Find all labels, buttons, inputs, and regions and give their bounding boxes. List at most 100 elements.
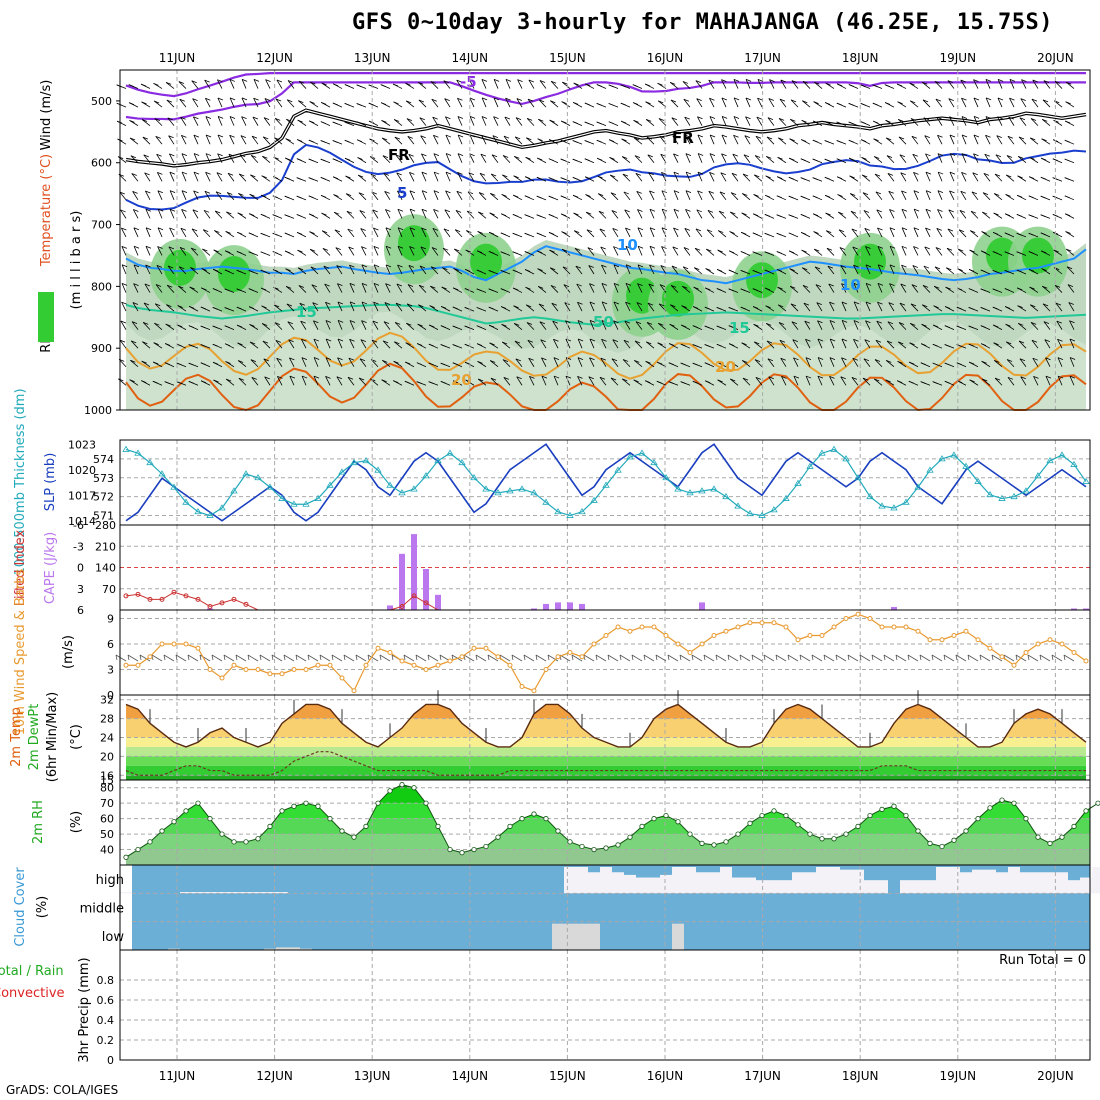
wind-barb-flag	[287, 321, 293, 325]
wind-barb-flag	[553, 357, 560, 360]
wind-barb	[144, 172, 151, 182]
thickness-point	[446, 449, 454, 456]
wind-barb-flag	[217, 134, 224, 138]
wind-barb	[729, 378, 739, 386]
wind-barb-flag	[656, 361, 663, 365]
wind-barb-flag	[212, 288, 219, 291]
wind-barb-flag	[157, 246, 163, 249]
wind-barb	[298, 80, 307, 89]
wind-barb	[853, 339, 859, 349]
wind-barb-flag	[994, 360, 1000, 363]
cloud-high	[1092, 867, 1100, 894]
wind-barb-flag	[167, 265, 174, 269]
wind-barb-flag	[841, 283, 847, 287]
wind-barb-flag	[205, 153, 212, 156]
wind-barb	[739, 654, 751, 662]
wind-barb	[685, 135, 691, 145]
thickness-point	[122, 445, 130, 452]
wind-barb-flag	[169, 171, 176, 175]
wind-barb-flag	[801, 249, 807, 253]
thickness-point	[194, 508, 202, 515]
wind-barb	[847, 654, 859, 662]
wind-barb-flag	[205, 116, 212, 119]
wind-barb-flag	[251, 135, 258, 139]
wind-barb	[1042, 285, 1051, 293]
wind-barb-flag	[596, 139, 602, 143]
wind-barb-flag	[913, 171, 919, 175]
wind-barb-flag	[1040, 214, 1046, 218]
wind-barb-flag	[753, 194, 759, 197]
wind-barb-flag	[179, 247, 186, 250]
wind-barb	[805, 375, 811, 386]
wind-barb	[934, 81, 943, 89]
wind-barb-flag	[418, 99, 425, 103]
cloud-low	[168, 948, 180, 950]
wind-barb-flag	[778, 304, 784, 308]
wind-barb-flag	[673, 190, 680, 193]
wind-barb-flag	[397, 264, 403, 268]
cloud-high	[864, 880, 876, 894]
wind-barb	[1008, 116, 1015, 126]
thickness-point	[914, 483, 922, 490]
wind-barb-flag	[619, 654, 622, 661]
wind-barb	[721, 134, 727, 145]
wind-barb-flag	[740, 288, 746, 292]
wind-barb	[457, 153, 463, 163]
wind-barb	[913, 227, 919, 238]
wind-point	[615, 624, 621, 630]
wind-barb-flag	[336, 265, 342, 268]
wind-barb-flag	[373, 227, 379, 231]
rh-point	[231, 839, 237, 845]
wind-barb-flag	[177, 305, 183, 308]
wind-barb	[193, 190, 199, 200]
wind-barb	[175, 654, 187, 662]
wind-barb-flag	[433, 209, 439, 212]
wind-barb	[205, 172, 211, 182]
thickness-point	[746, 509, 754, 517]
wind-barb	[445, 171, 451, 182]
ylabel-wind10m: 10m Wind Speed & Barbs	[13, 569, 28, 736]
wind-barb-flag	[981, 360, 987, 364]
wind-barb	[900, 172, 907, 182]
wind-barb-flag	[538, 118, 544, 122]
wind-barb	[803, 302, 811, 312]
wind-barb	[957, 248, 967, 256]
wind-barb	[936, 228, 943, 238]
wind-barb	[407, 136, 415, 145]
rh-point	[747, 820, 753, 826]
wind-barb-flag	[841, 338, 848, 342]
wind-barb	[238, 173, 247, 182]
wind-barb	[744, 135, 751, 145]
wind-barb	[805, 357, 811, 367]
wind-barb-flag	[994, 193, 1000, 196]
ylabel-mb: (m i l l i b a r s)	[69, 211, 84, 310]
wind-barb	[193, 116, 199, 126]
wind-point	[507, 662, 513, 668]
wind-barb	[613, 246, 619, 256]
wind-barb-flag	[453, 268, 459, 271]
wind-barb	[733, 79, 739, 89]
wind-barb-flag	[742, 193, 748, 196]
wind-barb	[838, 229, 847, 238]
wind-barb-flag	[886, 360, 892, 363]
rh-point	[891, 803, 897, 809]
wind-barb-flag	[141, 380, 147, 383]
wind-barb-flag	[537, 157, 543, 161]
wind-point	[315, 662, 321, 668]
wind-barb	[994, 377, 1003, 386]
wind-barb-flag	[874, 156, 880, 159]
wind-barb-flag	[355, 654, 358, 661]
wind-barb-flag	[860, 121, 866, 125]
wind-barb-flag	[741, 342, 747, 346]
wind-barb	[921, 304, 931, 312]
wind-barb	[937, 153, 943, 163]
wind-point	[123, 662, 129, 668]
wind-barb-flag	[536, 195, 542, 199]
wind-barb-flag	[214, 230, 220, 233]
wind-barb-flag	[744, 135, 750, 139]
ytick-label: 700	[91, 219, 112, 232]
wind-barb-flag	[836, 121, 842, 125]
wind-barb-flag	[260, 287, 267, 291]
wind-barb-flag	[984, 153, 990, 157]
wind-barb	[823, 654, 835, 662]
